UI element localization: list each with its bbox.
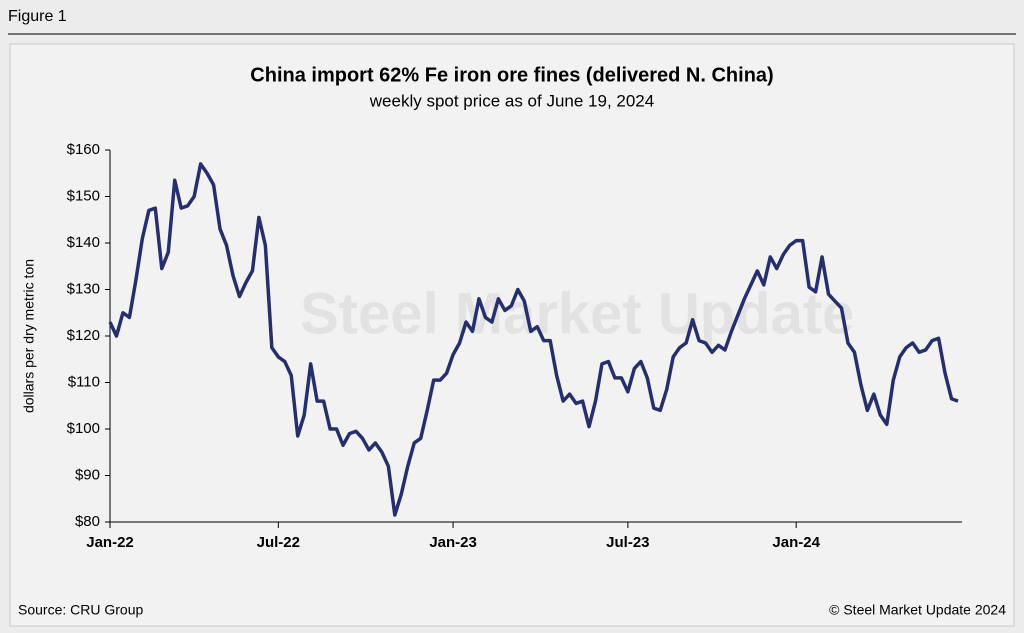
- y-tick-label: $160: [67, 141, 100, 158]
- y-tick-label: $120: [67, 327, 100, 344]
- y-tick-label: $90: [75, 466, 100, 483]
- x-tick-label: Jan-24: [772, 534, 820, 551]
- x-tick-label: Jul-23: [606, 534, 649, 551]
- x-tick-label: Jan-23: [429, 534, 477, 551]
- y-tick-label: $140: [67, 234, 100, 251]
- chart-subtitle: weekly spot price as of June 19, 2024: [369, 91, 654, 110]
- copyright: © Steel Market Update 2024: [829, 602, 1006, 618]
- price-line: [108, 162, 959, 517]
- y-tick-label: $110: [68, 373, 100, 390]
- y-tick-label: $130: [67, 280, 100, 297]
- source: Source: CRU Group: [18, 602, 143, 618]
- watermark: Steel Market Update: [300, 281, 854, 346]
- y-tick-label: $80: [75, 513, 100, 530]
- x-tick-label: Jul-22: [257, 534, 300, 551]
- x-tick-label: Jan-22: [86, 534, 134, 551]
- figure-label: Figure 1: [8, 8, 67, 25]
- y-tick-label: $150: [67, 187, 100, 204]
- y-axis-label: dollars per dry metric ton: [21, 259, 37, 413]
- chart-title: China import 62% Fe iron ore fines (deli…: [250, 64, 773, 86]
- y-tick-label: $100: [67, 420, 100, 437]
